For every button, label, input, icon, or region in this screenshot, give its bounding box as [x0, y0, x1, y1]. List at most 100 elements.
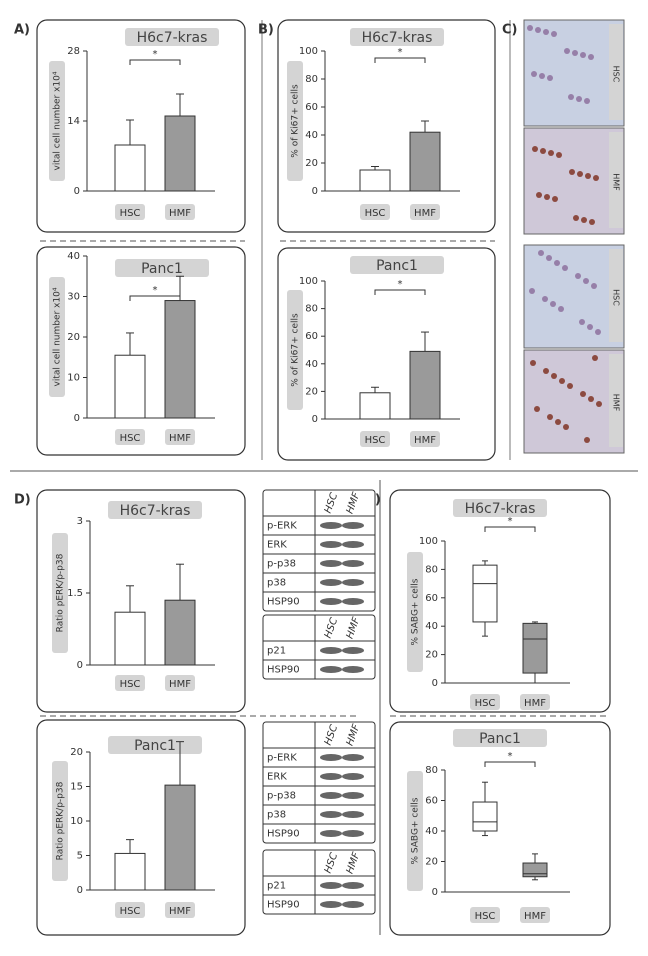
label-pill: [350, 256, 444, 274]
blot-row-label: p-p38: [267, 559, 296, 570]
cell: [543, 368, 549, 374]
significance: *: [398, 279, 403, 290]
y-tick-label: 0: [432, 678, 438, 689]
panel-frame: [36, 246, 246, 456]
blot-band: [342, 598, 364, 605]
label-pill: [165, 204, 195, 220]
y-tick-label: 40: [425, 621, 438, 632]
y-tick-label: 60: [305, 331, 318, 342]
cell: [562, 265, 568, 271]
chart-title: H6c7-kras: [465, 501, 536, 517]
cell: [580, 52, 586, 58]
blot-band: [342, 811, 364, 818]
blot-band: [320, 560, 342, 567]
y-tick-label: 10: [67, 373, 80, 384]
y-tick-label: 0: [432, 887, 438, 898]
y-tick-label: 0: [312, 414, 318, 425]
y-axis-label: vital cell number x10⁴: [53, 287, 63, 386]
cell: [534, 406, 540, 412]
chart-title: Panc1: [141, 261, 183, 277]
significance: *: [508, 516, 513, 527]
cell: [575, 273, 581, 279]
bar: [164, 599, 196, 666]
cell: [563, 424, 569, 430]
label-pill: [410, 431, 440, 447]
blot-band: [342, 560, 364, 567]
bar: [114, 611, 146, 666]
y-tick-label: 80: [425, 564, 438, 575]
micrograph: [523, 349, 625, 454]
micrograph-label-bg: [609, 354, 623, 447]
blot-row-label: ERK: [267, 772, 287, 783]
blot-band: [320, 579, 342, 586]
blot-band: [320, 901, 342, 908]
significance: *: [508, 751, 513, 762]
significance-bracket: [374, 57, 426, 63]
x-tick-label: HSC: [120, 433, 141, 444]
blot-row-label: HSP90: [267, 900, 300, 911]
label-pill: [350, 28, 444, 46]
cell: [540, 148, 546, 154]
y-tick-label: 40: [67, 251, 80, 262]
label-pill: [115, 204, 145, 220]
blot-band: [320, 598, 342, 605]
y-tick-label: 60: [425, 593, 438, 604]
y-tick-label: 40: [305, 359, 318, 370]
bar: [114, 354, 146, 419]
cell: [587, 324, 593, 330]
blot-band: [342, 579, 364, 586]
blot-band: [342, 882, 364, 889]
chart-title: H6c7-kras: [120, 503, 191, 519]
chart-title: Panc1: [376, 258, 418, 274]
bar: [114, 852, 146, 891]
blot-row-label: p21: [267, 646, 286, 657]
cell: [527, 25, 533, 31]
blot-row-label: p-ERK: [267, 521, 297, 532]
x-tick-label: HSC: [120, 208, 141, 219]
blot-band: [342, 541, 364, 548]
cell: [532, 146, 538, 152]
y-tick-label: 0: [312, 186, 318, 197]
cell: [558, 306, 564, 312]
cell: [551, 373, 557, 379]
micrograph-label-bg: [609, 249, 623, 342]
blot-band: [342, 830, 364, 837]
y-tick-label: 15: [70, 782, 83, 793]
label-pill: [520, 694, 550, 710]
micrograph-label: HSC: [612, 66, 621, 83]
cell: [577, 171, 583, 177]
cell: [564, 48, 570, 54]
panel-frame: [389, 489, 611, 713]
panel-label: C): [502, 23, 517, 38]
blot-row-label: p-ERK: [267, 753, 297, 764]
label-pill: [115, 675, 145, 691]
chart-title: H6c7-kras: [362, 30, 433, 46]
y-tick-label: 20: [67, 332, 80, 343]
cell: [539, 73, 545, 79]
bar: [114, 144, 146, 192]
label-pill: [520, 907, 550, 923]
cell: [550, 301, 556, 307]
cell: [555, 419, 561, 425]
y-tick-label: 20: [70, 747, 83, 758]
cell: [573, 215, 579, 221]
label-pill: [125, 28, 219, 46]
y-tick-label: 40: [305, 130, 318, 141]
bar: [409, 350, 441, 420]
panel-frame: [36, 19, 246, 233]
y-tick-label: 60: [305, 102, 318, 113]
label-pill: [115, 259, 209, 277]
blot-band: [320, 647, 342, 654]
blot-row-label: p-p38: [267, 791, 296, 802]
significance: *: [153, 285, 158, 296]
y-tick-label: 0: [74, 186, 80, 197]
y-tick-label: 40: [425, 826, 438, 837]
micrograph: [523, 19, 625, 127]
blot-row-label: p38: [267, 578, 286, 589]
blot-band: [320, 882, 342, 889]
label-pill: [108, 736, 202, 754]
cell: [551, 31, 557, 37]
box: [472, 564, 498, 623]
label-pill: [165, 429, 195, 445]
